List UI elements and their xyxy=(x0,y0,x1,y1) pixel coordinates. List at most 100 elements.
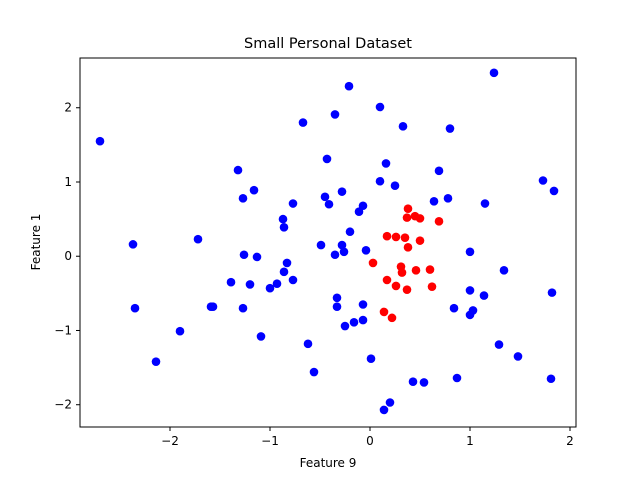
data-point-inner-12 xyxy=(403,204,413,214)
data-point-inner-20 xyxy=(434,217,444,226)
data-point-outer-41 xyxy=(345,227,355,237)
data-point-outer-69 xyxy=(480,199,490,208)
data-point-inner-0 xyxy=(368,258,378,268)
points-layer xyxy=(95,68,559,415)
data-point-outer-53 xyxy=(385,398,395,407)
data-point-outer-44 xyxy=(358,201,368,211)
data-point-outer-13 xyxy=(245,280,255,289)
data-point-outer-49 xyxy=(375,102,385,112)
y-axis-label: Feature 1 xyxy=(29,214,43,271)
data-point-outer-28 xyxy=(316,240,326,250)
y-tick-label-1: −1 xyxy=(54,323,72,337)
data-point-outer-23 xyxy=(288,199,298,208)
data-point-outer-8 xyxy=(226,277,236,287)
y-tick-label-0: −2 xyxy=(54,398,72,412)
data-point-outer-30 xyxy=(322,154,332,164)
data-point-outer-72 xyxy=(499,266,509,275)
data-point-outer-20 xyxy=(279,222,289,232)
data-point-outer-14 xyxy=(249,185,259,195)
data-point-outer-58 xyxy=(429,196,439,206)
data-point-outer-57 xyxy=(419,378,429,387)
data-point-outer-73 xyxy=(513,352,523,361)
data-point-outer-52 xyxy=(381,159,391,168)
data-point-outer-29 xyxy=(320,192,330,202)
data-point-outer-21 xyxy=(279,267,289,277)
x-tick-label-4: 2 xyxy=(566,434,574,448)
data-point-outer-18 xyxy=(272,279,282,289)
data-point-outer-9 xyxy=(233,165,243,175)
data-point-outer-39 xyxy=(340,321,350,331)
data-point-outer-65 xyxy=(465,286,475,295)
data-point-outer-3 xyxy=(151,357,161,366)
plot-frame xyxy=(79,57,577,428)
data-point-outer-24 xyxy=(288,275,298,285)
y-tick-label-4: 2 xyxy=(64,101,72,115)
x-tick-label-2: 0 xyxy=(366,434,374,448)
y-tick-label-3: 1 xyxy=(64,175,72,189)
data-point-inner-13 xyxy=(403,243,413,252)
data-point-outer-76 xyxy=(547,288,557,297)
data-point-inner-4 xyxy=(387,313,397,323)
data-point-outer-1 xyxy=(128,240,138,249)
data-point-outer-31 xyxy=(324,199,334,209)
data-point-outer-11 xyxy=(239,250,249,260)
x-tick-label-1: −1 xyxy=(261,434,279,448)
data-point-inner-5 xyxy=(391,232,401,242)
data-point-inner-16 xyxy=(415,214,425,223)
data-point-inner-8 xyxy=(397,268,407,277)
data-point-outer-33 xyxy=(330,250,340,260)
x-tick-label-0: −2 xyxy=(161,434,179,448)
y-axis: −2 −1 0 1 2 xyxy=(54,101,80,412)
data-point-outer-60 xyxy=(443,194,453,203)
data-point-inner-1 xyxy=(379,307,389,317)
data-point-inner-2 xyxy=(382,231,392,241)
data-point-outer-16 xyxy=(256,332,266,341)
data-point-outer-47 xyxy=(361,246,371,255)
data-point-outer-26 xyxy=(303,339,313,349)
data-point-outer-67 xyxy=(468,306,478,315)
data-point-outer-42 xyxy=(349,318,359,327)
data-point-outer-37 xyxy=(337,240,347,250)
data-point-inner-19 xyxy=(427,282,437,291)
data-point-outer-22 xyxy=(282,258,292,268)
data-point-outer-12 xyxy=(238,303,248,313)
data-point-outer-0 xyxy=(95,136,105,146)
data-point-outer-27 xyxy=(309,367,319,377)
data-point-outer-54 xyxy=(390,181,400,190)
data-point-outer-50 xyxy=(375,176,385,186)
data-point-inner-3 xyxy=(382,275,392,285)
data-point-inner-11 xyxy=(402,285,412,294)
data-point-outer-19 xyxy=(278,214,288,224)
data-point-outer-68 xyxy=(479,291,489,300)
data-point-outer-35 xyxy=(332,302,342,312)
data-point-outer-70 xyxy=(489,68,499,78)
data-point-outer-36 xyxy=(337,187,347,196)
x-axis: −2 −1 0 1 2 xyxy=(161,427,574,448)
data-point-outer-56 xyxy=(408,377,418,387)
data-point-outer-46 xyxy=(358,315,368,325)
data-point-outer-17 xyxy=(265,283,275,293)
data-point-outer-71 xyxy=(494,340,504,349)
data-point-outer-2 xyxy=(130,303,140,313)
y-tick-label-2: 0 xyxy=(64,249,72,263)
data-point-outer-38 xyxy=(339,247,349,257)
data-point-inner-9 xyxy=(400,233,410,242)
data-point-outer-51 xyxy=(379,405,389,415)
data-point-outer-63 xyxy=(452,373,462,383)
data-point-outer-74 xyxy=(538,176,548,185)
data-point-inner-17 xyxy=(415,236,425,245)
x-axis-label: Feature 9 xyxy=(300,456,357,470)
data-point-inner-6 xyxy=(391,281,401,291)
data-point-outer-62 xyxy=(449,303,459,313)
data-point-outer-61 xyxy=(445,124,455,133)
data-point-outer-55 xyxy=(398,122,408,131)
data-point-outer-40 xyxy=(344,81,354,91)
data-point-outer-75 xyxy=(546,374,556,384)
data-point-outer-25 xyxy=(298,118,308,127)
data-point-outer-48 xyxy=(366,354,376,363)
data-point-outer-15 xyxy=(252,252,262,262)
data-point-outer-59 xyxy=(434,166,444,176)
data-point-inner-10 xyxy=(402,213,412,222)
